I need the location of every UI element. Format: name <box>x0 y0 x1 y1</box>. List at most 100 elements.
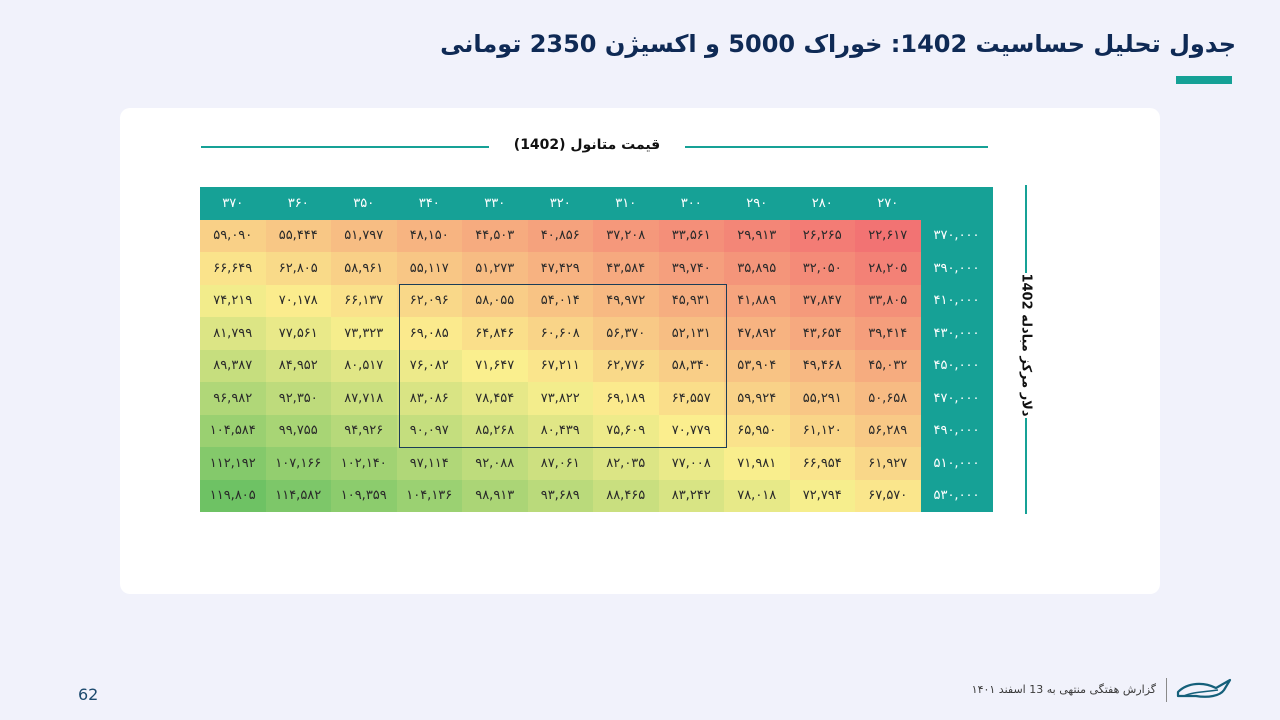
heatmap-cell: ۷۱,۹۸۱ <box>724 447 790 480</box>
row-header: ۴۵۰,۰۰۰ <box>920 349 993 382</box>
heatmap-cell: ۱۰۴,۱۳۶ <box>396 479 462 512</box>
heatmap-cell: ۴۷,۸۹۲ <box>724 317 790 350</box>
heatmap-cell: ۶۴,۸۴۶ <box>462 317 528 350</box>
heatmap-cell: ۷۵,۶۰۹ <box>593 414 659 447</box>
heatmap-cell: ۱۰۹,۳۵۹ <box>331 479 397 512</box>
column-header: ۳۶۰ <box>265 187 331 220</box>
row-title-rule-top <box>1025 185 1027 273</box>
heatmap-cell: ۵۵,۴۴۴ <box>265 219 331 252</box>
row-header: ۴۹۰,۰۰۰ <box>920 414 993 447</box>
heatmap-cell: ۱۱۹,۸۰۵ <box>200 479 266 512</box>
heatmap-cell: ۴۹,۴۶۸ <box>789 349 855 382</box>
row-header: ۳۹۰,۰۰۰ <box>920 252 993 285</box>
heatmap-cell: ۶۵,۹۵۰ <box>724 414 790 447</box>
heatmap-cell: ۷۳,۸۲۲ <box>527 382 593 415</box>
heatmap-cell: ۶۲,۰۹۶ <box>396 284 462 317</box>
heatmap-cell: ۸۵,۲۶۸ <box>462 414 528 447</box>
heatmap-cell: ۸۳,۰۸۶ <box>396 382 462 415</box>
row-header: ۴۱۰,۰۰۰ <box>920 284 993 317</box>
row-header: ۳۷۰,۰۰۰ <box>920 219 993 252</box>
company-logo-icon <box>1176 678 1232 698</box>
heatmap-cell: ۳۷,۸۴۷ <box>789 284 855 317</box>
heatmap-cell: ۸۲,۰۳۵ <box>593 447 659 480</box>
heatmap-cell: ۶۴,۵۵۷ <box>658 382 724 415</box>
sensitivity-table: ۳۷۰ ۳۶۰ ۳۵۰ ۳۴۰ ۳۳۰ ۳۲۰ ۳۱۰ ۳۰۰ ۲۹۰ ۲۸۰ ۲۷۰ ۵۹,۰۹۰… <box>200 187 993 512</box>
row-header: ۴۳۰,۰۰۰ <box>920 317 993 350</box>
heatmap-cell: ۷۷,۵۶۱ <box>265 317 331 350</box>
heatmap-cell: ۹۶,۹۸۲ <box>200 382 266 415</box>
table-row: ۸۱,۷۹۹ ۷۷,۵۶۱ ۷۳,۳۲۳ ۶۹,۰۸۵ ۶۴,۸۴۶ ۶۰,۶۰۸ ۵۶,۳… <box>200 317 993 350</box>
heatmap-cell: ۷۴,۲۱۹ <box>200 284 266 317</box>
heatmap-cell: ۶۹,۱۸۹ <box>593 382 659 415</box>
heatmap-cell: ۹۰,۰۹۷ <box>396 414 462 447</box>
heatmap-cell: ۹۳,۶۸۹ <box>527 479 593 512</box>
heatmap-cell: ۴۷,۴۲۹ <box>527 252 593 285</box>
heatmap-cell: ۷۸,۰۱۸ <box>724 479 790 512</box>
heatmap-cell: ۱۱۲,۱۹۲ <box>200 447 266 480</box>
heatmap-cell: ۸۱,۷۹۹ <box>200 317 266 350</box>
heatmap-cell: ۶۷,۲۱۱ <box>527 349 593 382</box>
corner-header <box>920 187 993 220</box>
heatmap-cell: ۴۱,۸۸۹ <box>724 284 790 317</box>
heatmap-cell: ۳۹,۴۱۴ <box>855 317 921 350</box>
heatmap-cell: ۴۵,۹۳۱ <box>658 284 724 317</box>
column-header: ۳۷۰ <box>200 187 266 220</box>
heatmap-cell: ۷۰,۷۷۹ <box>658 414 724 447</box>
heatmap-cell: ۲۶,۲۶۵ <box>789 219 855 252</box>
heatmap-cell: ۷۳,۳۲۳ <box>331 317 397 350</box>
column-header: ۳۲۰ <box>527 187 593 220</box>
heatmap-cell: ۵۹,۰۹۰ <box>200 219 266 252</box>
heatmap-cell: ۸۸,۴۶۵ <box>593 479 659 512</box>
heatmap-cell: ۳۲,۰۵۰ <box>789 252 855 285</box>
heatmap-cell: ۶۶,۹۵۴ <box>789 447 855 480</box>
row-title-rule-bottom <box>1025 418 1027 514</box>
heatmap-cell: ۶۷,۵۷۰ <box>855 479 921 512</box>
row-header: ۵۱۰,۰۰۰ <box>920 447 993 480</box>
heatmap-cell: ۴۴,۵۰۳ <box>462 219 528 252</box>
heatmap-cell: ۵۴,۰۱۴ <box>527 284 593 317</box>
table-row: ۱۱۹,۸۰۵ ۱۱۴,۵۸۲ ۱۰۹,۳۵۹ ۱۰۴,۱۳۶ ۹۸,۹۱۳ ۹۳,۶۸۹… <box>200 479 993 512</box>
column-title-rule-left <box>201 146 489 148</box>
heatmap-cell: ۵۸,۳۴۰ <box>658 349 724 382</box>
heatmap-cell: ۵۸,۹۶۱ <box>331 252 397 285</box>
heatmap-cell: ۴۳,۵۸۴ <box>593 252 659 285</box>
column-header: ۲۸۰ <box>789 187 855 220</box>
column-header: ۳۱۰ <box>593 187 659 220</box>
heatmap-cell: ۹۷,۱۱۴ <box>396 447 462 480</box>
heatmap-cell: ۷۶,۰۸۲ <box>396 349 462 382</box>
heatmap-cell: ۱۰۴,۵۸۴ <box>200 414 266 447</box>
column-header: ۳۵۰ <box>331 187 397 220</box>
heatmap-cell: ۷۸,۴۵۴ <box>462 382 528 415</box>
heatmap-cell: ۳۷,۲۰۸ <box>593 219 659 252</box>
heatmap-cell: ۹۲,۰۸۸ <box>462 447 528 480</box>
column-header: ۲۷۰ <box>855 187 921 220</box>
heatmap-cell: ۹۴,۹۲۶ <box>331 414 397 447</box>
heatmap-cell: ۱۱۴,۵۸۲ <box>265 479 331 512</box>
column-axis-title: قیمت متانول (1402) <box>513 137 661 153</box>
heatmap-cell: ۵۹,۹۲۴ <box>724 382 790 415</box>
heatmap-cell: ۶۶,۱۳۷ <box>331 284 397 317</box>
heatmap-cell: ۱۰۲,۱۴۰ <box>331 447 397 480</box>
column-title-rule-right <box>685 146 988 148</box>
heatmap-cell: ۶۲,۸۰۵ <box>265 252 331 285</box>
column-header: ۳۰۰ <box>658 187 724 220</box>
heatmap-cell: ۴۳,۶۵۴ <box>789 317 855 350</box>
footer-divider <box>1166 678 1167 702</box>
heatmap-cell: ۴۸,۱۵۰ <box>396 219 462 252</box>
heatmap-cell: ۶۹,۰۸۵ <box>396 317 462 350</box>
heatmap-cell: ۶۰,۶۰۸ <box>527 317 593 350</box>
table-row: ۵۹,۰۹۰ ۵۵,۴۴۴ ۵۱,۷۹۷ ۴۸,۱۵۰ ۴۴,۵۰۳ ۴۰,۸۵۶ ۳۷,۲… <box>200 219 993 252</box>
table-row: ۸۹,۳۸۷ ۸۴,۹۵۲ ۸۰,۵۱۷ ۷۶,۰۸۲ ۷۱,۶۴۷ ۶۷,۲۱۱ ۶۲,۷… <box>200 349 993 382</box>
table-row: ۷۴,۲۱۹ ۷۰,۱۷۸ ۶۶,۱۳۷ ۶۲,۰۹۶ ۵۸,۰۵۵ ۵۴,۰۱۴ ۴۹,۹… <box>200 284 993 317</box>
title-accent-bar <box>1176 76 1232 84</box>
table-row: ۱۰۴,۵۸۴ ۹۹,۷۵۵ ۹۴,۹۲۶ ۹۰,۰۹۷ ۸۵,۲۶۸ ۸۰,۴۳۹ ۷۵,… <box>200 414 993 447</box>
heatmap-cell: ۸۷,۰۶۱ <box>527 447 593 480</box>
column-header: ۲۹۰ <box>724 187 790 220</box>
table-row: ۶۶,۶۴۹ ۶۲,۸۰۵ ۵۸,۹۶۱ ۵۵,۱۱۷ ۵۱,۲۷۳ ۴۷,۴۲۹ ۴۳,۵… <box>200 252 993 285</box>
heatmap-cell: ۶۲,۷۷۶ <box>593 349 659 382</box>
table-body: ۵۹,۰۹۰ ۵۵,۴۴۴ ۵۱,۷۹۷ ۴۸,۱۵۰ ۴۴,۵۰۳ ۴۰,۸۵۶ ۳۷,۲… <box>200 219 993 512</box>
footer-text: گزارش هفتگی منتهی به 13 اسفند ۱۴۰۱ <box>971 683 1156 696</box>
table-row: ۱۱۲,۱۹۲ ۱۰۷,۱۶۶ ۱۰۲,۱۴۰ ۹۷,۱۱۴ ۹۲,۰۸۸ ۸۷,۰۶۱ ۸… <box>200 447 993 480</box>
heatmap-cell: ۲۸,۲۰۵ <box>855 252 921 285</box>
heatmap-cell: ۶۱,۱۲۰ <box>789 414 855 447</box>
